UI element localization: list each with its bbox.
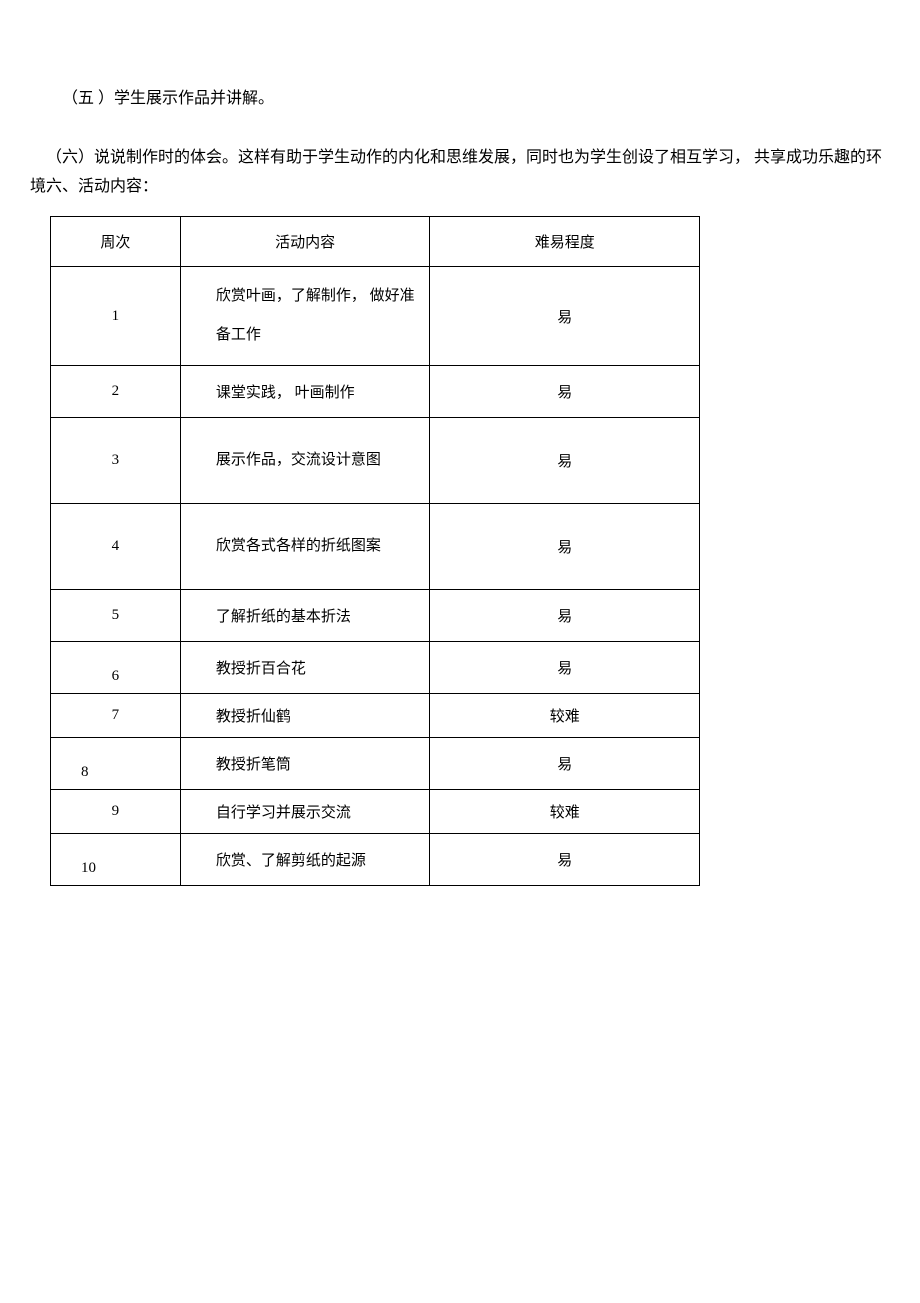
table-row: 9 自行学习并展示交流 较难 [51, 790, 700, 834]
cell-difficulty: 易 [430, 366, 700, 418]
cell-difficulty: 易 [430, 738, 700, 790]
cell-content: 欣赏叶画，了解制作， 做好准备工作 [180, 267, 430, 366]
cell-content: 了解折纸的基本折法 [180, 590, 430, 642]
cell-week: 10 [51, 834, 181, 886]
cell-week: 5 [51, 590, 181, 642]
cell-content: 课堂实践， 叶画制作 [180, 366, 430, 418]
table-row: 3 展示作品，交流设计意图 易 [51, 418, 700, 504]
cell-difficulty: 易 [430, 590, 700, 642]
table-row: 10 欣赏、了解剪纸的起源 易 [51, 834, 700, 886]
cell-week: 4 [51, 504, 181, 590]
header-content: 活动内容 [180, 217, 430, 267]
cell-difficulty: 较难 [430, 790, 700, 834]
activity-schedule-table: 周次 活动内容 难易程度 1 欣赏叶画，了解制作， 做好准备工作 易 2 课堂实… [50, 216, 700, 886]
table-row: 2 课堂实践， 叶画制作 易 [51, 366, 700, 418]
cell-content: 教授折百合花 [180, 642, 430, 694]
cell-week: 1 [51, 267, 181, 366]
table-row: 5 了解折纸的基本折法 易 [51, 590, 700, 642]
cell-week: 2 [51, 366, 181, 418]
table-row: 8 教授折笔筒 易 [51, 738, 700, 790]
cell-content: 教授折仙鹤 [180, 694, 430, 738]
paragraph-five: （五 ）学生展示作品并讲解。 [30, 85, 890, 114]
cell-difficulty: 较难 [430, 694, 700, 738]
header-week: 周次 [51, 217, 181, 267]
table-row: 7 教授折仙鹤 较难 [51, 694, 700, 738]
cell-content: 欣赏各式各样的折纸图案 [180, 504, 430, 590]
cell-difficulty: 易 [430, 267, 700, 366]
cell-content: 自行学习并展示交流 [180, 790, 430, 834]
cell-content: 展示作品，交流设计意图 [180, 418, 430, 504]
cell-difficulty: 易 [430, 418, 700, 504]
cell-week: 8 [51, 738, 181, 790]
table-row: 6 教授折百合花 易 [51, 642, 700, 694]
cell-difficulty: 易 [430, 642, 700, 694]
cell-difficulty: 易 [430, 504, 700, 590]
table-row: 4 欣赏各式各样的折纸图案 易 [51, 504, 700, 590]
cell-week: 6 [51, 642, 181, 694]
cell-week: 7 [51, 694, 181, 738]
cell-content: 教授折笔筒 [180, 738, 430, 790]
cell-difficulty: 易 [430, 834, 700, 886]
cell-content: 欣赏、了解剪纸的起源 [180, 834, 430, 886]
paragraph-six: （六）说说制作时的体会。这样有助于学生动作的内化和思维发展，同时也为学生创设了相… [30, 144, 890, 202]
cell-week: 9 [51, 790, 181, 834]
table-header-row: 周次 活动内容 难易程度 [51, 217, 700, 267]
header-difficulty: 难易程度 [430, 217, 700, 267]
table-row: 1 欣赏叶画，了解制作， 做好准备工作 易 [51, 267, 700, 366]
cell-week: 3 [51, 418, 181, 504]
